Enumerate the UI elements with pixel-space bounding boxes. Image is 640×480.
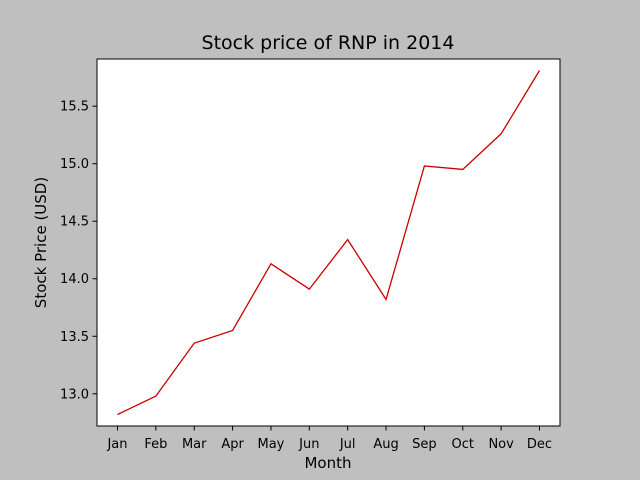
y-tick-label: 14.5	[60, 215, 89, 230]
chart-title: Stock price of RNP in 2014	[202, 32, 455, 54]
y-tick-label: 15.0	[60, 157, 89, 172]
x-tick-label-jul: Jul	[339, 437, 356, 452]
y-tick-label: 15.5	[60, 100, 89, 115]
x-tick-label-dec: Dec	[527, 437, 552, 452]
x-axis: Jan Feb Mar Apr May Jun Jul Aug Sep Oct Nov Dec	[106, 426, 552, 452]
x-tick-label-sep: Sep	[412, 437, 437, 452]
x-tick-label-mar: Mar	[182, 437, 207, 452]
x-tick-label-aug: Aug	[373, 437, 398, 452]
x-tick-label-oct: Oct	[452, 437, 474, 452]
x-tick-label-jan: Jan	[106, 437, 127, 452]
x-axis-title: Month	[304, 454, 351, 472]
y-tick-label: 13.0	[60, 387, 89, 402]
x-tick-label-feb: Feb	[144, 437, 167, 452]
y-tick-label: 13.5	[60, 330, 89, 345]
x-tick-label-jun: Jun	[298, 437, 319, 452]
y-axis: 13.0 13.5 14.0 14.5 15.0 15.5	[60, 100, 97, 402]
plot-area	[96, 58, 561, 427]
y-tick-label: 14.0	[60, 272, 89, 287]
series-line	[117, 70, 541, 416]
x-tick-label-nov: Nov	[488, 437, 514, 452]
x-tick-label-apr: Apr	[221, 437, 244, 452]
x-tick-label-may: May	[258, 437, 285, 452]
y-axis-title: Stock Price (USD)	[32, 177, 50, 308]
